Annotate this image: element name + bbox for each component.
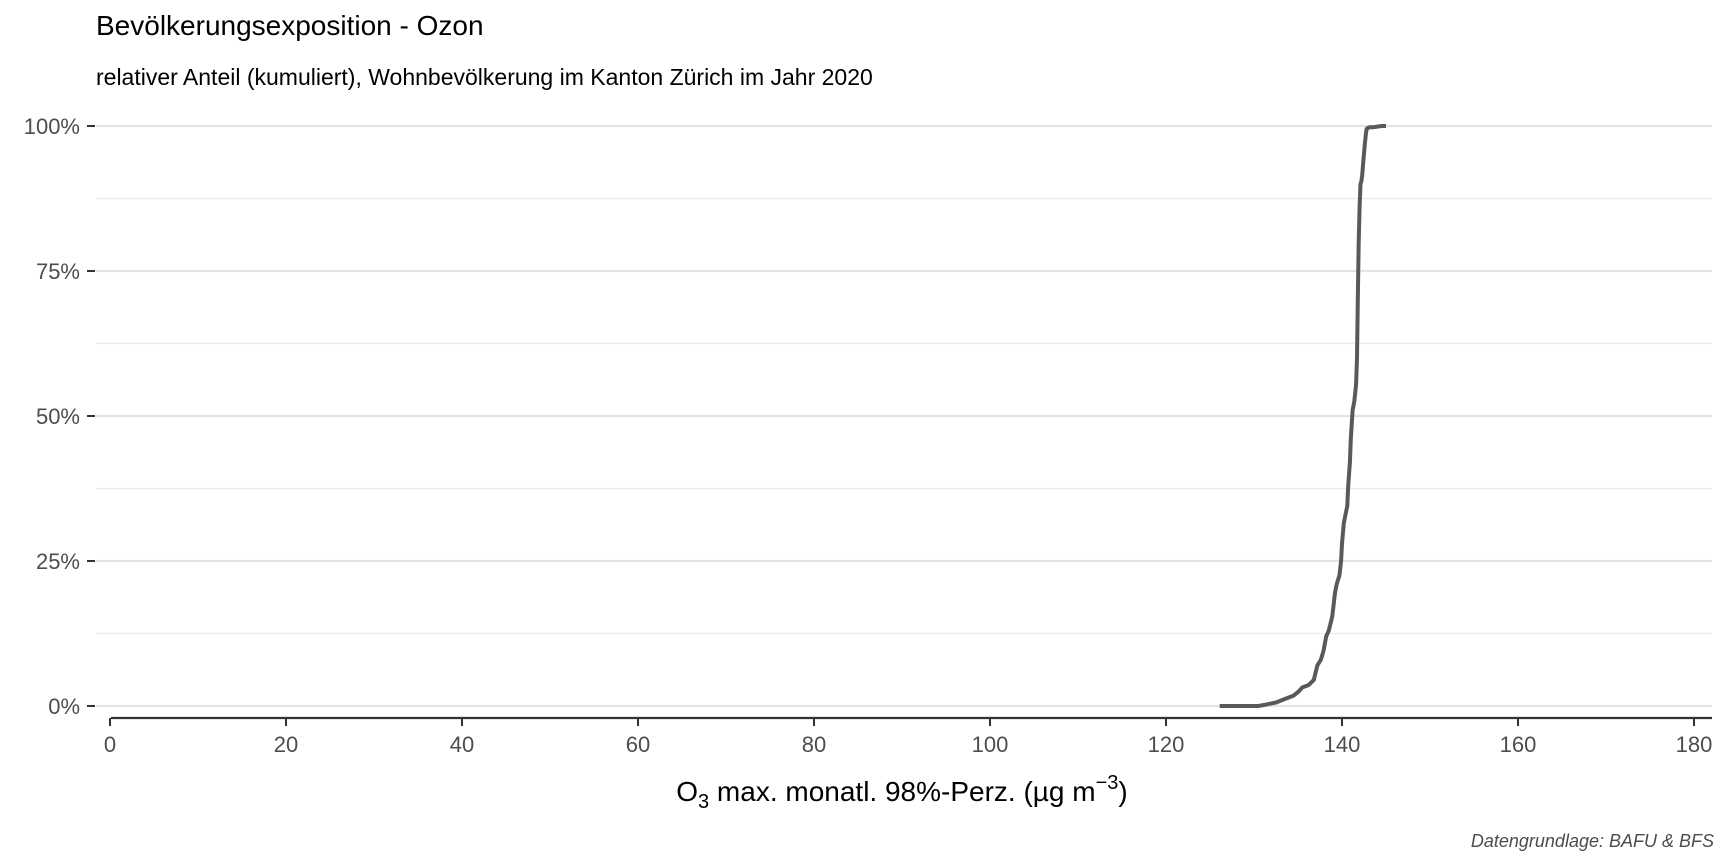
chart-subtitle: relativer Anteil (kumuliert), Wohnbevölk… (96, 64, 873, 90)
x-tick-label: 40 (450, 732, 474, 757)
x-tick-label: 0 (104, 732, 116, 757)
x-axis-title-suffix: ) (1118, 776, 1127, 807)
x-tick-label: 80 (802, 732, 826, 757)
chart-caption: Datengrundlage: BAFU & BFS (1470, 831, 1714, 851)
x-tick-label: 180 (1676, 732, 1713, 757)
x-tick-label: 160 (1500, 732, 1537, 757)
series-layer (1219, 124, 1386, 708)
x-tick-label: 120 (1148, 732, 1185, 757)
grid-lines (96, 124, 1712, 708)
chart-title: Bevölkerungsexposition - Ozon (96, 10, 484, 41)
axes: 0% 25% 50% 75% 100% 0 20 40 60 80 100 120 140 160 180 (24, 114, 1713, 757)
cumulative-exposure-line (1219, 124, 1386, 708)
y-tick-label: 75% (36, 259, 80, 284)
x-axis-title: O3 max. monatl. 98%-Perz. (µg m−3) (676, 772, 1128, 813)
y-tick-label: 0% (48, 694, 80, 719)
x-tick-label: 60 (626, 732, 650, 757)
x-axis-title-subscript: 3 (698, 791, 709, 813)
x-axis-title-prefix: O (676, 776, 698, 807)
x-tick-label: 140 (1324, 732, 1361, 757)
y-tick-label: 100% (24, 114, 80, 139)
x-tick-label: 20 (274, 732, 298, 757)
y-tick-label: 50% (36, 404, 80, 429)
x-axis-title-superscript: −3 (1096, 772, 1119, 794)
y-tick-label: 25% (36, 549, 80, 574)
x-tick-label: 100 (972, 732, 1009, 757)
x-axis-title-middle: max. monatl. 98%-Perz. (µg m (709, 776, 1095, 807)
